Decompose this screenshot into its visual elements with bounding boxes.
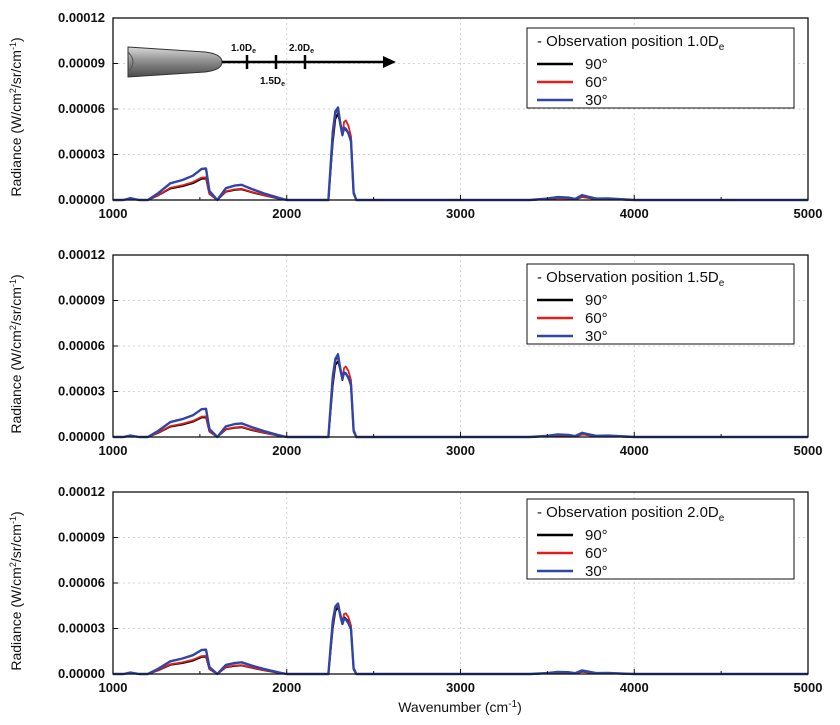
x-tick-label: 4000 — [620, 206, 649, 221]
y-tick-label: 0.00009 — [58, 56, 105, 71]
x-tick-label: 1000 — [99, 443, 128, 458]
chart-panel-3: 1000 2000 3000 4000 5000 0.00000 0.00003 0.0000… — [58, 484, 822, 695]
inset-label-1-5de: 1.5De — [260, 76, 285, 88]
legend-label-60deg: 60° — [585, 310, 608, 327]
y-tick-label: 0.00012 — [58, 10, 105, 25]
nozzle-exit-arc — [127, 51, 134, 73]
x-tick-label: 5000 — [794, 443, 823, 458]
x-tick-label: 3000 — [446, 443, 475, 458]
legend: - Observation position 1.5De 90°60°30° — [526, 263, 795, 345]
nozzle-shape — [127, 46, 223, 78]
x-tick-label: 2000 — [272, 680, 301, 695]
chart-panel-2: 1000 2000 3000 4000 5000 0.00000 0.00003 0.0000… — [58, 247, 822, 458]
legend-label-90deg: 90° — [585, 292, 608, 309]
x-tick-label: 2000 — [272, 206, 301, 221]
series-line-90deg — [113, 112, 808, 201]
inset-label-2-0de: 2.0De — [289, 43, 314, 55]
y-tick-label: 0.00006 — [58, 575, 105, 590]
series-line-30deg — [113, 106, 808, 202]
legend-label-60deg: 60° — [585, 545, 608, 562]
y-tick-label: 0.00000 — [58, 429, 105, 444]
y-axis-title: Radiance (W/cm2/sr/cm-1) — [8, 37, 24, 196]
y-tick-label: 0.00009 — [58, 293, 105, 308]
legend-label-90deg: 90° — [585, 527, 608, 544]
y-axis-title: Radiance (W/cm2/sr/cm-1) — [8, 511, 24, 670]
legend-box — [526, 263, 795, 345]
y-tick-label: 0.00000 — [58, 192, 105, 207]
x-tick-label: 1000 — [99, 206, 128, 221]
legend: - Observation position 2.0De 90°60°30° — [526, 498, 795, 580]
x-tick-label: 5000 — [794, 206, 823, 221]
legend-label-90deg: 90° — [585, 56, 608, 73]
x-tick-label: 5000 — [794, 680, 823, 695]
y-tick-label: 0.00006 — [58, 101, 105, 116]
legend-title: - Observation position 1.5De — [537, 269, 725, 289]
legend-title: - Observation position 2.0De — [537, 504, 725, 524]
legend-box — [526, 27, 795, 109]
panels: 1000 2000 3000 4000 5000 0.00000 0.00003 0.0000… — [58, 10, 822, 695]
y-tick-label: 0.00000 — [58, 666, 105, 681]
legend-label-30deg: 30° — [585, 92, 608, 109]
legend-label-30deg: 30° — [585, 563, 608, 580]
y-tick-label: 0.00012 — [58, 247, 105, 262]
legend-label-30deg: 30° — [585, 328, 608, 345]
inset-label-1-0de: 1.0De — [231, 43, 256, 55]
x-tick-label: 1000 — [99, 680, 128, 695]
observation-axis-arrowhead — [383, 56, 396, 68]
y-tick-label: 0.00006 — [58, 338, 105, 353]
x-tick-label: 4000 — [620, 443, 649, 458]
y-axis-title: Radiance (W/cm2/sr/cm-1) — [8, 274, 24, 433]
legend-box — [526, 498, 795, 580]
x-tick-label: 3000 — [446, 206, 475, 221]
y-tick-label: 0.00012 — [58, 484, 105, 499]
legend-title: - Observation position 1.0De — [537, 33, 725, 53]
legend: - Observation position 1.0De 90°60°30° — [526, 27, 795, 109]
y-axis-titles: Radiance (W/cm2/sr/cm-1) Radiance (W/cm2/… — [8, 37, 24, 670]
nozzle-inset: 1.0De 1.5De 2.0De — [127, 43, 396, 88]
chart-panel-1: 1000 2000 3000 4000 5000 0.00000 0.00003 0.0000… — [58, 10, 822, 221]
series-line-30deg — [113, 353, 808, 439]
y-tick-label: 0.00003 — [58, 384, 105, 399]
y-tick-label: 0.00003 — [58, 147, 105, 162]
series-line-30deg — [113, 602, 808, 676]
legend-label-60deg: 60° — [585, 74, 608, 91]
x-tick-label: 3000 — [446, 680, 475, 695]
y-tick-label: 0.00003 — [58, 621, 105, 636]
x-axis-title: Wavenumber (cm-1) — [398, 699, 522, 716]
x-tick-label: 4000 — [620, 680, 649, 695]
x-tick-label: 2000 — [272, 443, 301, 458]
y-tick-label: 0.00009 — [58, 530, 105, 545]
